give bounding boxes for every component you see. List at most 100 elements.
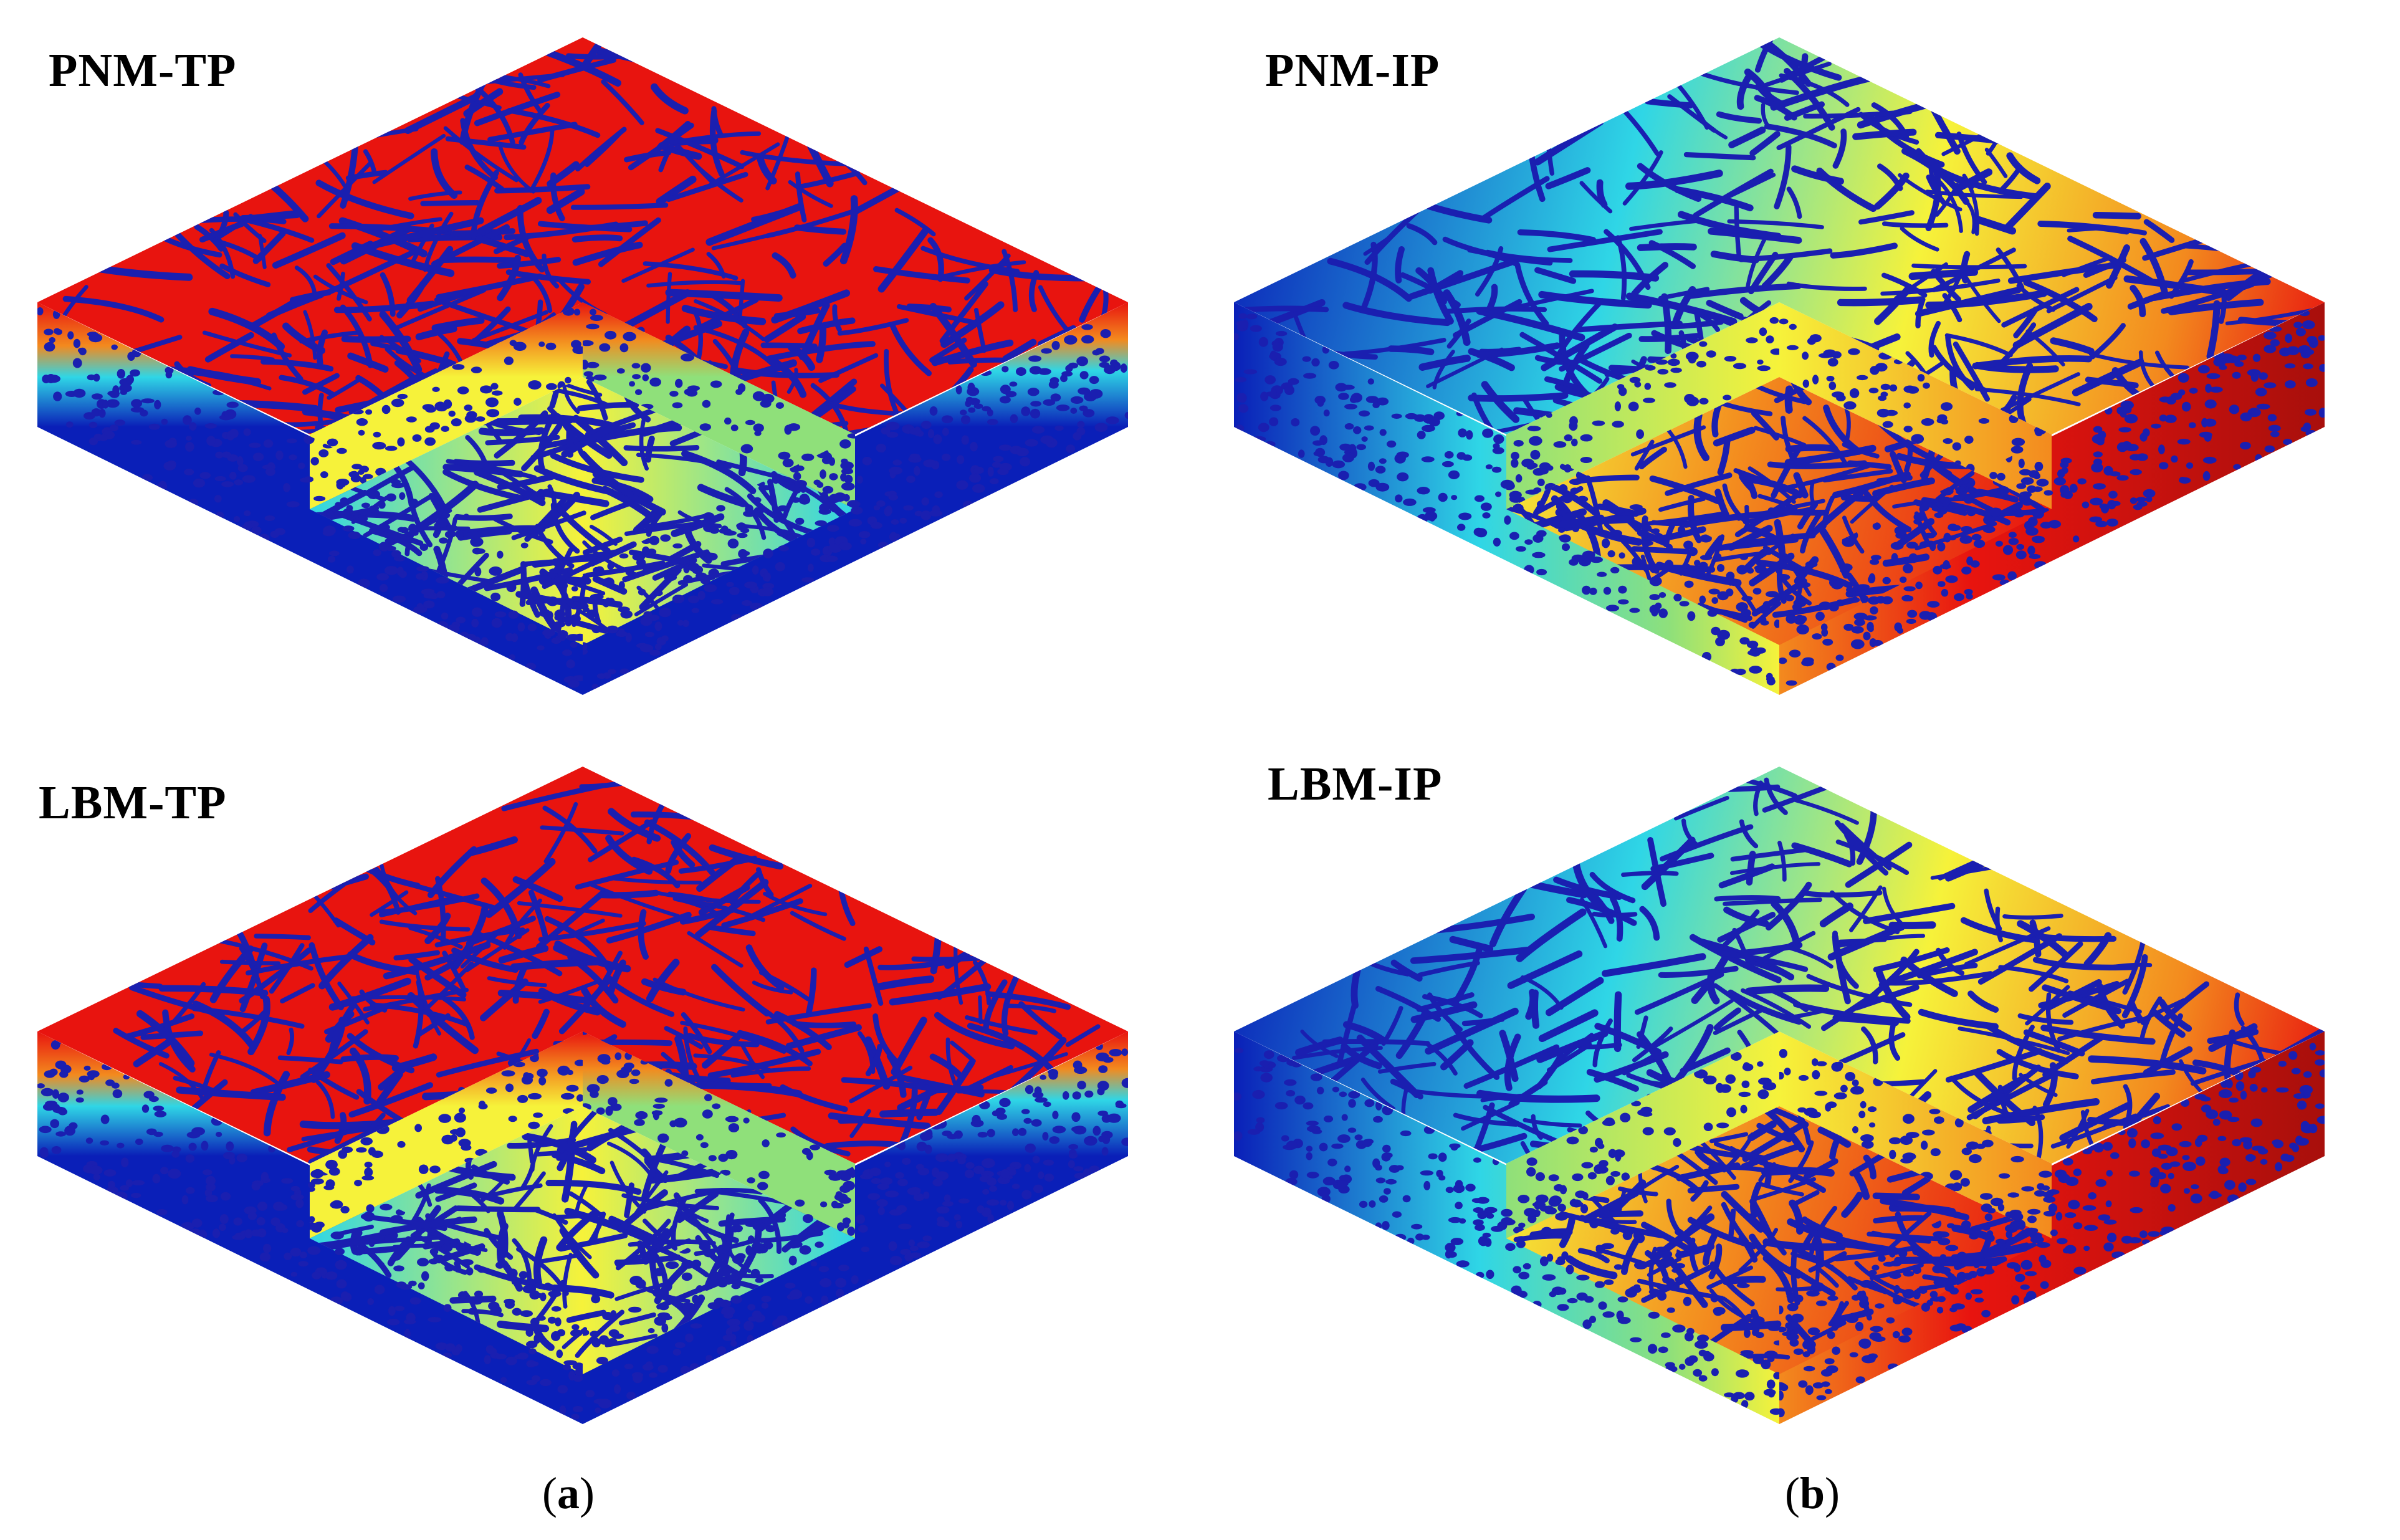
fiber: [1784, 444, 1876, 466]
fiber-dot: [1285, 1177, 1298, 1186]
fiber-dot: [1260, 1073, 1273, 1083]
fiber-dot: [457, 386, 469, 395]
fiber-dot: [1504, 515, 1511, 525]
fiber: [497, 1320, 550, 1332]
fiber-dot: [1450, 1238, 1464, 1245]
fiber-dot: [1739, 637, 1750, 645]
fiber: [1799, 510, 1823, 554]
fiber-dot: [1362, 1139, 1372, 1147]
fiber-dot: [1821, 1381, 1830, 1387]
fiber-dot: [1665, 1362, 1675, 1368]
fiber-dot: [1957, 1251, 1967, 1260]
fiber-dot: [244, 510, 251, 517]
fiber-dot: [1870, 558, 1880, 565]
fiber-dot: [583, 642, 588, 651]
fiber: [1621, 1053, 1658, 1076]
fiber-dot: [1849, 388, 1860, 398]
fiber: [1481, 381, 1520, 423]
fiber-dot: [406, 416, 417, 423]
fiber: [1471, 392, 1506, 434]
fiber-dot: [654, 590, 663, 596]
fiber-dot: [1959, 535, 1972, 544]
fiber-dot: [2275, 1162, 2283, 1172]
fiber-dot: [1423, 1180, 1431, 1190]
fiber: [1585, 475, 1604, 533]
fiber: [460, 927, 504, 968]
fiber-dot: [666, 1281, 672, 1291]
fiber-dot: [583, 607, 590, 613]
fiber: [1390, 959, 1423, 982]
fiber-dot: [203, 1169, 213, 1175]
fiber-dot: [1516, 546, 1526, 552]
fiber-dot: [2292, 1144, 2300, 1152]
fiber-dot: [1633, 1230, 1642, 1240]
fiber-dot: [2042, 1191, 2054, 1198]
fiber-dot: [289, 454, 297, 461]
fiber: [1856, 805, 1877, 865]
fiber-dot: [917, 1241, 930, 1248]
fiber-dot: [729, 586, 740, 595]
fiber-dot: [1099, 355, 1111, 363]
fiber-dot: [871, 1178, 881, 1184]
panel-lbm-ip: [1234, 767, 2325, 1424]
fiber-dot: [436, 621, 449, 629]
fiber: [341, 335, 411, 343]
fiber-dot: [2121, 1235, 2133, 1244]
fiber: [369, 527, 423, 557]
fiber: [1935, 471, 1975, 502]
fiber-dot: [1723, 395, 1732, 401]
fiber: [2040, 1025, 2156, 1045]
fiber-dot: [2280, 1154, 2290, 1162]
fiber: [1793, 1002, 1911, 1024]
fiber-dot: [1569, 479, 1582, 485]
fiber-dot: [2098, 1214, 2111, 1221]
fiber-dot: [1577, 495, 1589, 503]
fiber-dot: [2206, 1109, 2219, 1119]
fiber-dot: [2020, 477, 2034, 485]
fiber: [1461, 1100, 1520, 1131]
fiber: [431, 1251, 468, 1275]
fiber: [396, 280, 426, 318]
fiber-dot: [752, 391, 765, 401]
fiber-dot: [131, 1192, 141, 1198]
fiber-dot: [1084, 1136, 1097, 1146]
fiber-dot: [586, 361, 600, 368]
fiber: [513, 1171, 546, 1211]
fiber-dot: [1754, 565, 1766, 572]
fiber-dot: [1826, 1101, 1837, 1108]
fiber-dot: [2232, 1139, 2242, 1147]
fiber-dot: [1700, 534, 1712, 543]
fiber-dot: [653, 1269, 662, 1275]
fiber-dot: [318, 449, 329, 457]
fiber-dot: [1749, 666, 1762, 674]
fiber-dot: [1575, 471, 1584, 480]
fiber-dot: [1569, 416, 1578, 426]
fiber-dot: [1252, 1089, 1265, 1099]
fiber-dot: [1960, 1178, 1970, 1187]
fiber-dot: [729, 1226, 740, 1233]
fiber: [844, 946, 883, 968]
fiber-dot: [505, 1083, 514, 1093]
fiber-dot: [649, 377, 661, 387]
fiber-dot: [537, 1068, 548, 1078]
fiber-dot: [1495, 491, 1502, 497]
fiber: [417, 1013, 451, 1036]
fiber-dot: [1070, 396, 1084, 404]
fiber: [1791, 165, 1844, 185]
fiber-dot: [1403, 498, 1417, 506]
fiber-dot: [111, 1083, 120, 1089]
fiber-dot: [1269, 404, 1281, 411]
fiber: [219, 959, 281, 966]
fiber-dot: [1699, 341, 1708, 347]
fiber-dot: [1937, 506, 1948, 515]
caption-b: (b): [1785, 1468, 1840, 1519]
fiber: [671, 513, 725, 537]
fiber-dot: [1809, 334, 1822, 343]
fiber-dot: [591, 684, 599, 689]
fiber-dot: [586, 610, 598, 618]
fiber: [1702, 1232, 1718, 1266]
fiber: [790, 911, 846, 941]
fiber-dot: [491, 390, 503, 396]
fiber-dot: [1649, 605, 1660, 615]
fiber: [484, 1228, 514, 1260]
